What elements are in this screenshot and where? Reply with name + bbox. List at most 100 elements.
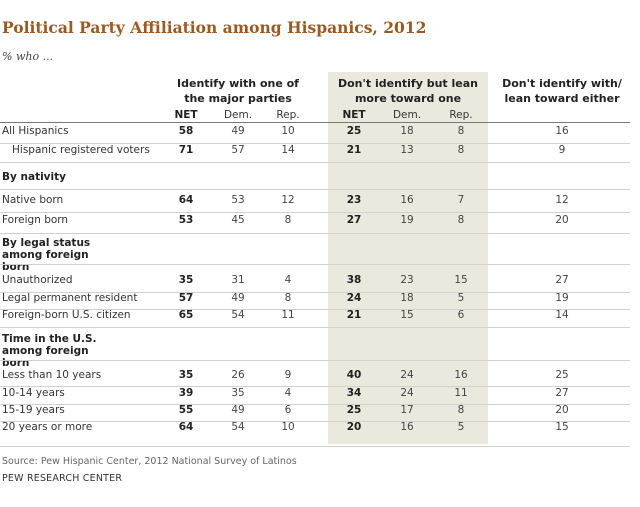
table-cell: 8 xyxy=(457,125,465,137)
table-cell: 12 xyxy=(555,194,569,206)
row-divider xyxy=(0,162,630,163)
table-cell: 71 xyxy=(178,144,194,156)
column-group-neither: Don't identify with/ lean toward either xyxy=(502,77,622,105)
table-cell: 11 xyxy=(281,309,295,321)
column-group-identify: Identify with one of the major parties xyxy=(177,77,299,105)
table-cell: 21 xyxy=(346,144,362,156)
row-label: Native born xyxy=(2,194,64,206)
row-label: Legal permanent resident xyxy=(2,292,138,304)
row-divider xyxy=(0,233,630,234)
table-cell: 24 xyxy=(346,292,362,304)
row-label: Less than 10 years xyxy=(2,369,102,381)
row-label: 15-19 years xyxy=(2,404,65,416)
table-cell: 9 xyxy=(558,144,566,156)
table-cell: 26 xyxy=(231,369,245,381)
table-cell: 55 xyxy=(178,404,194,416)
table-cell: 21 xyxy=(346,309,362,321)
table-cell: 23 xyxy=(400,274,414,286)
row-divider xyxy=(0,327,630,328)
subheader-identify-rep: Rep. xyxy=(276,109,300,121)
row-divider xyxy=(0,212,630,213)
table-cell: 20 xyxy=(555,404,569,416)
table-cell: 6 xyxy=(284,404,292,416)
subheader-identify-dem: Dem. xyxy=(223,109,253,121)
table-cell: 49 xyxy=(231,292,245,304)
table-cell: 49 xyxy=(231,125,245,137)
row-divider xyxy=(0,143,630,144)
table-cell: 11 xyxy=(454,387,468,399)
table-cell: 23 xyxy=(346,194,362,206)
section-header: By legal status among foreign born xyxy=(2,237,91,273)
table-cell: 45 xyxy=(231,214,245,226)
column-group-lean: Don't identify but lean more toward one xyxy=(337,77,478,105)
table-cell: 53 xyxy=(178,214,194,226)
table-cell: 19 xyxy=(555,292,569,304)
table-cell: 5 xyxy=(457,292,465,304)
table-cell: 25 xyxy=(346,125,362,137)
table-cell: 10 xyxy=(281,125,295,137)
table-cell: 18 xyxy=(400,125,414,137)
table-cell: 20 xyxy=(346,421,362,433)
row-divider xyxy=(0,264,630,265)
table-cell: 17 xyxy=(400,404,414,416)
section-header: Time in the U.S. among foreign born xyxy=(2,333,97,369)
row-divider xyxy=(0,421,630,422)
table-cell: 25 xyxy=(346,404,362,416)
chart-title: Political Party Affiliation among Hispan… xyxy=(2,18,427,37)
source-note: Source: Pew Hispanic Center, 2012 Nation… xyxy=(2,456,297,467)
table-cell: 15 xyxy=(400,309,414,321)
table-cell: 14 xyxy=(281,144,295,156)
table-cell: 9 xyxy=(284,369,292,381)
table-cell: 14 xyxy=(555,309,569,321)
table-cell: 57 xyxy=(231,144,245,156)
section-header: By nativity xyxy=(2,171,66,183)
table-cell: 35 xyxy=(178,274,194,286)
table-cell: 8 xyxy=(457,214,465,226)
lean-column-shading xyxy=(328,72,488,444)
chart-subtitle: % who ... xyxy=(2,50,54,63)
table-cell: 25 xyxy=(555,369,569,381)
table-cell: 40 xyxy=(346,369,362,381)
table-cell: 15 xyxy=(454,274,468,286)
row-divider xyxy=(0,292,630,293)
header-rule xyxy=(0,122,630,123)
table-cell: 8 xyxy=(457,144,465,156)
table-cell: 10 xyxy=(281,421,295,433)
table-cell: 8 xyxy=(457,404,465,416)
table-cell: 7 xyxy=(457,194,465,206)
table-cell: 49 xyxy=(231,404,245,416)
table-cell: 27 xyxy=(555,387,569,399)
table-cell: 19 xyxy=(400,214,414,226)
table-cell: 6 xyxy=(457,309,465,321)
table-cell: 8 xyxy=(284,292,292,304)
table-cell: 20 xyxy=(555,214,569,226)
subheader-lean-dem: Dem. xyxy=(392,109,422,121)
row-label: Foreign born xyxy=(2,214,69,226)
subheader-identify-net: NET xyxy=(174,109,198,121)
organization-credit: PEW RESEARCH CENTER xyxy=(2,473,123,484)
table-cell: 34 xyxy=(346,387,362,399)
table-cell: 16 xyxy=(400,421,414,433)
table-cell: 38 xyxy=(346,274,362,286)
row-divider xyxy=(0,404,630,405)
row-divider xyxy=(0,189,630,190)
table-cell: 54 xyxy=(231,421,245,433)
table-cell: 65 xyxy=(178,309,194,321)
table-cell: 5 xyxy=(457,421,465,433)
table-cell: 54 xyxy=(231,309,245,321)
row-label: 20 years or more xyxy=(2,421,93,433)
table-cell: 35 xyxy=(231,387,245,399)
row-divider xyxy=(0,309,630,310)
table-cell: 53 xyxy=(231,194,245,206)
table-cell: 4 xyxy=(284,274,292,286)
table-cell: 16 xyxy=(400,194,414,206)
subheader-lean-rep: Rep. xyxy=(449,109,473,121)
table-cell: 12 xyxy=(281,194,295,206)
subheader-lean-net: NET xyxy=(342,109,366,121)
table-cell: 58 xyxy=(178,125,194,137)
row-label: All Hispanics xyxy=(2,125,69,137)
table-cell: 4 xyxy=(284,387,292,399)
table-cell: 27 xyxy=(555,274,569,286)
table-cell: 16 xyxy=(454,369,468,381)
table-cell: 18 xyxy=(400,292,414,304)
